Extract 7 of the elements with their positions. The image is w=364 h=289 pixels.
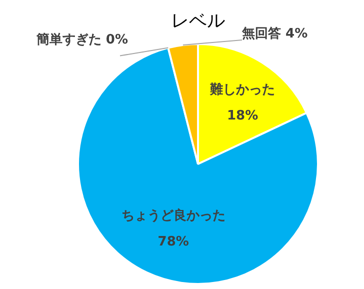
- slice-label: 無回答 4%: [241, 26, 308, 42]
- category-label: 簡単すぎた 0%: [36, 32, 128, 48]
- data-label: 18%: [227, 108, 258, 124]
- slice-label: 難しかった: [209, 82, 276, 98]
- slice-label: ちょうど良かった: [121, 208, 226, 224]
- chart-title: レベル: [171, 10, 225, 32]
- data-label: 78%: [158, 234, 189, 250]
